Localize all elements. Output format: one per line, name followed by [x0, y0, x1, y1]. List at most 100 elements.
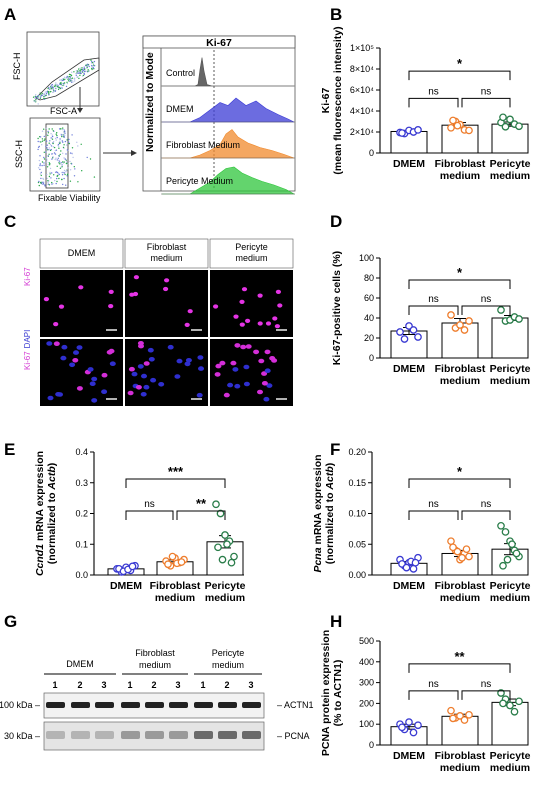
panel-letter-c: C: [4, 212, 16, 231]
significance-label: *: [457, 56, 463, 71]
data-point: [515, 697, 523, 706]
significance-bracket: [408, 279, 511, 289]
data-point: [449, 714, 457, 723]
histogram-curve: [162, 97, 295, 123]
y-tick-label: 4×10⁴: [350, 106, 374, 116]
panel-letter-d: D: [330, 212, 342, 231]
data-point: [177, 558, 186, 566]
data-point: [453, 547, 462, 556]
data-point: [214, 543, 222, 552]
data-point: [164, 560, 172, 569]
x-tick-label: Pericyte: [490, 158, 531, 170]
panel-letter-a: A: [4, 5, 16, 24]
row2-label: Ki-67DAPI: [23, 330, 32, 370]
y-tick-label: 2×10⁴: [350, 127, 374, 137]
y-tick-label: 400: [359, 657, 374, 667]
blot-marker-30: 30 kDa –: [4, 731, 40, 741]
data-point: [414, 721, 422, 730]
data-point: [508, 540, 516, 549]
blot-band-actn1: [121, 702, 140, 708]
significance-bracket: [408, 690, 459, 700]
data-point: [405, 718, 413, 726]
data-point: [128, 562, 137, 571]
x-tick-label: DMEM: [393, 363, 425, 375]
blot-band-pcna: [218, 731, 237, 739]
significance-label: ns: [481, 86, 492, 97]
bar: [390, 330, 428, 359]
blot-band-actn1: [71, 702, 90, 708]
data-point: [460, 716, 469, 724]
y-tick-label: 20: [364, 333, 374, 343]
blot-band-actn1: [46, 702, 65, 708]
y-axis-label: Ki-67-positive cells (%): [331, 251, 343, 365]
x-tick-label: Pericyte: [205, 580, 246, 592]
panel-letter-f: F: [330, 440, 340, 459]
blot-band-actn1: [242, 702, 261, 708]
chart-f: F 0.00 0.05 0.10 0.15 0.20 Pcna mRNA expressio…: [312, 440, 531, 604]
y-tick-label: 1×10⁵: [350, 43, 374, 53]
data-point: [449, 116, 457, 125]
x-tick-label: Fibroblast: [435, 158, 486, 170]
y-tick-label: 500: [359, 636, 374, 646]
histogram-row-label: Fibroblast Medium: [166, 140, 240, 150]
blot-lane-number: 3: [101, 680, 106, 690]
significance-label: ***: [168, 464, 184, 479]
data-point: [499, 113, 507, 122]
significance-bracket: [408, 663, 511, 673]
x-tick-label: medium: [490, 762, 530, 774]
significance-label: ns: [481, 499, 492, 510]
micrograph-column-header: [124, 238, 209, 269]
blot-band-actn1: [218, 702, 237, 708]
data-point: [216, 509, 225, 518]
data-point: [458, 553, 466, 562]
y-axis-label: Ccnd1 mRNA expression: [34, 451, 46, 576]
data-point: [221, 531, 229, 539]
x-tick-label: DMEM: [393, 158, 425, 170]
micrograph-merged: [125, 339, 208, 406]
x-tick-label: Pericyte: [490, 363, 531, 375]
data-point: [398, 723, 406, 732]
y-axis-label: (mean fluorescence intensity): [332, 26, 344, 174]
micrograph-ki67: [40, 270, 123, 337]
x-tick-label: medium: [440, 375, 480, 387]
data-point: [400, 335, 409, 343]
histogram-title: Ki-67: [206, 37, 232, 49]
data-point: [227, 558, 236, 567]
bar: [491, 701, 529, 746]
significance-bracket: [408, 97, 459, 108]
chart-e: E 0.0 0.1 0.2 0.3 0.4 Ccnd1 mRNA expression (no…: [4, 440, 246, 604]
blot-marker-100: 100 kDa –: [0, 700, 40, 710]
blot-band-pcna: [71, 731, 90, 739]
data-point: [402, 563, 411, 572]
y-tick-label: 100: [359, 719, 374, 729]
x-tick-label: medium: [155, 592, 195, 604]
significance-bracket: [125, 510, 174, 521]
blot-lane-number: 3: [248, 680, 253, 690]
data-point: [465, 126, 473, 135]
blot-lane-number: 1: [200, 680, 205, 690]
row1-label: Ki-67: [23, 267, 32, 286]
significance-bracket: [408, 478, 511, 489]
panel-letter-e: E: [4, 440, 15, 459]
blot-band-actn1: [194, 702, 213, 708]
blot-label-pcna: – PCNA: [277, 731, 310, 741]
y-axis-label: PCNA protein expression: [320, 630, 332, 756]
blot-label-actn1: – ACTN1: [277, 700, 314, 710]
data-point: [503, 555, 512, 564]
chart-b: B 0 2×10⁴ 4×10⁴ 6×10⁴ 8×10⁴ 1×10⁵ Ki-67 (mean fl…: [320, 5, 531, 182]
x-tick-label: medium: [490, 592, 530, 604]
significance-label: *: [457, 265, 463, 280]
data-point: [515, 122, 523, 131]
significance-label: **: [196, 496, 207, 511]
gating-plot-viability: SSC-H Fixable Viability: [14, 117, 101, 203]
histogram-curve: [162, 129, 295, 159]
y-axis-label: (normalized to Actb): [324, 463, 336, 565]
significance-label: ns: [428, 679, 439, 690]
micrograph-column-label: DMEM: [68, 248, 96, 258]
x-tick-label: medium: [490, 375, 530, 387]
data-point: [447, 311, 455, 319]
bar: [491, 317, 529, 359]
data-point: [398, 129, 406, 137]
data-point: [501, 528, 510, 536]
